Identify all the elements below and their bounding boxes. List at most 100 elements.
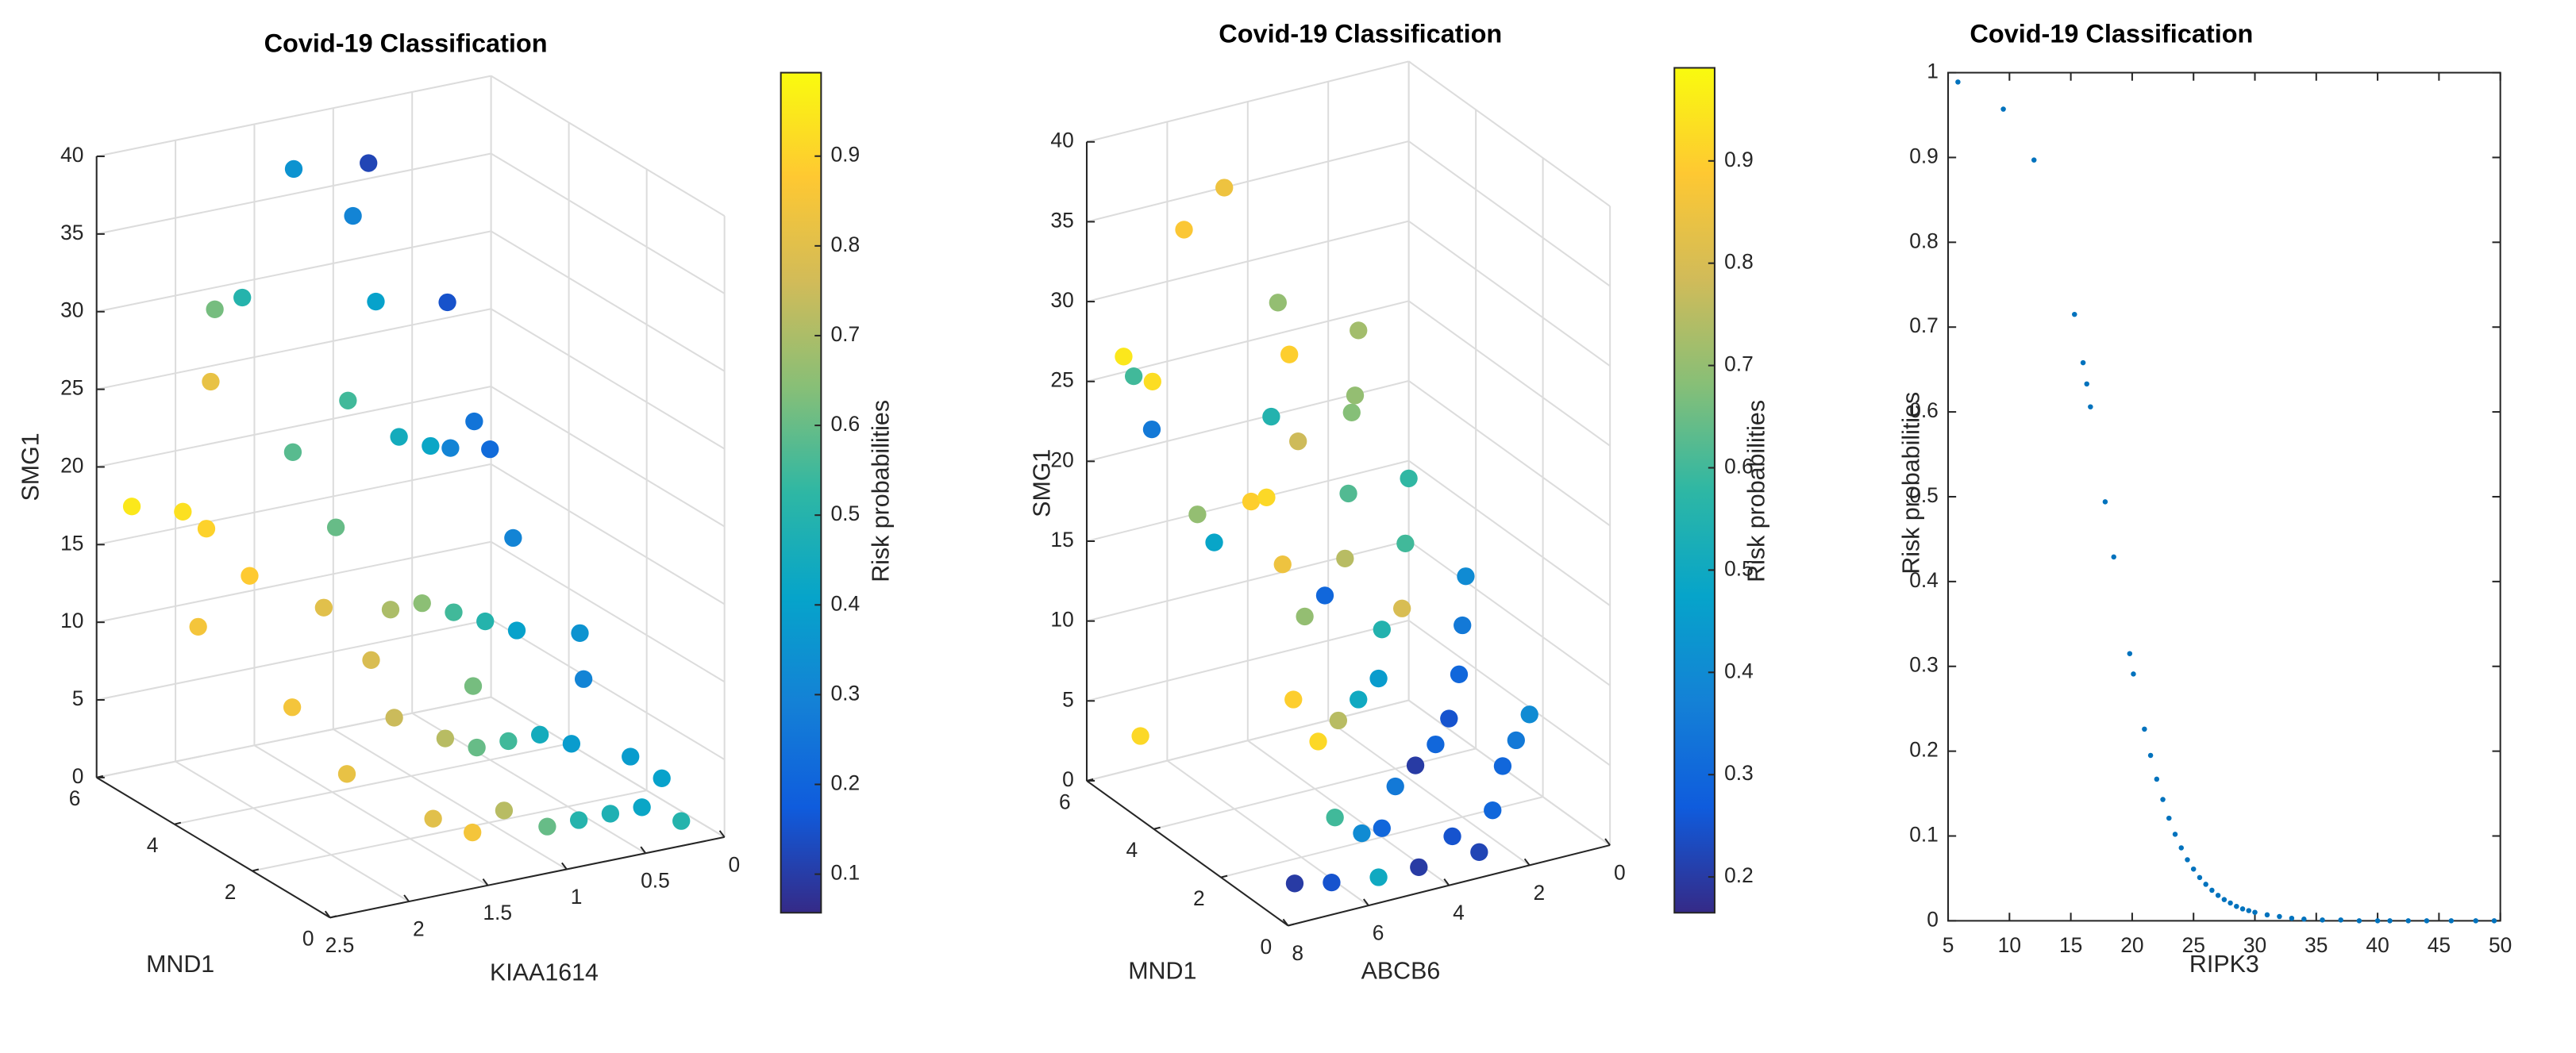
point [445,603,463,621]
x-tick-label: 45 [2428,933,2451,957]
y-tick [1288,923,1295,927]
point [1373,621,1391,639]
point [241,567,259,585]
grid-line [1086,300,1409,382]
point [1285,874,1304,893]
grid-line [1086,140,1409,223]
point [465,412,483,431]
grid-line [96,152,491,235]
chart-title: Covid-19 Classification [264,29,548,58]
point [1339,484,1357,503]
z-tick-label: 10 [60,609,83,632]
point [1350,321,1368,340]
point [390,428,408,446]
y-tick-label: 0.6 [1909,398,1939,422]
z-axis-label: SMG1 [1028,449,1055,517]
y-tick [1153,826,1161,830]
colorbar-label: Risk probabilities [867,400,894,582]
x-tick-label: 2.5 [325,933,355,957]
grid-line [174,743,569,825]
grid-line [491,463,726,605]
point [2031,157,2037,163]
x-tick-label: 4 [1453,901,1465,924]
point [1143,372,1161,391]
point [367,292,385,311]
x-tick [1604,838,1611,846]
colorbar-tick-label: 0.1 [831,861,861,885]
z-tick-label: 30 [60,298,83,322]
point [1273,555,1292,574]
grid-line [1408,620,1611,767]
point [464,823,482,842]
point [1369,868,1388,886]
point [2197,874,2203,881]
point [1342,403,1361,422]
point [2239,906,2246,912]
point [337,765,356,783]
point [569,811,588,829]
point [2289,915,2295,921]
grid-line [333,728,568,870]
colorbar-tick-label: 0.2 [1724,863,1754,887]
colorbar-tick-label: 0.3 [1724,761,1754,785]
point [1493,757,1512,775]
point [2072,311,2077,317]
x-tick-label: 25 [2182,933,2205,957]
x-tick [640,846,647,854]
chart-title: Covid-19 Classification [1970,20,2253,48]
point [2356,918,2362,924]
x-tick [482,878,489,886]
x-tick [1443,878,1450,886]
point [360,154,378,172]
point [2246,908,2252,913]
point [362,651,380,669]
grid-line [1086,220,1409,303]
colorbar-tick-label: 0.7 [831,322,861,346]
point [2221,897,2228,902]
point [1353,824,1371,843]
point [189,617,207,636]
x-tick-label: 10 [1998,933,2021,957]
x-tick [324,910,331,918]
point [1484,801,1502,820]
point [1289,432,1307,451]
colorbar-tick-label: 0.7 [1724,352,1754,376]
x-axis-label: KIAA1614 [490,959,599,986]
colorbar-label: Risk probabilities [1743,400,1770,582]
point [499,732,518,751]
x-axis-label: RIPK3 [2189,951,2259,978]
point [1350,690,1368,709]
point [344,206,362,225]
x-tick-label: 0 [1614,861,1626,885]
z-tick-label: 0 [72,764,84,788]
point [1406,756,1425,774]
point [672,812,691,830]
point [2185,857,2190,863]
z-tick-label: 40 [1050,129,1073,152]
y-tick-label: 0.8 [1909,229,1939,252]
grid-line [491,152,726,294]
point [1326,809,1344,827]
colorbar [780,71,822,914]
x-tick-label: 6 [1373,921,1384,945]
point [468,738,486,757]
y-tick-label: 6 [1059,790,1071,813]
point [1336,549,1354,568]
y-tick-label: 0.4 [1909,568,1939,592]
grid-line [96,618,491,701]
point [2154,776,2160,782]
point [2338,917,2343,923]
point [2190,866,2197,872]
point [2000,106,2006,112]
point [481,440,499,459]
x-tick-label: 1 [571,885,583,909]
colorbar-tick-label: 0.3 [831,681,861,705]
y-tick-label: 0.1 [1909,822,1939,846]
x-tick-label: 15 [2059,933,2082,957]
y-tick-label: 4 [147,833,159,857]
point [1124,367,1143,386]
point [424,809,442,828]
point [1450,665,1469,683]
axis-line [329,836,725,919]
z-tick-label: 5 [1062,687,1074,711]
